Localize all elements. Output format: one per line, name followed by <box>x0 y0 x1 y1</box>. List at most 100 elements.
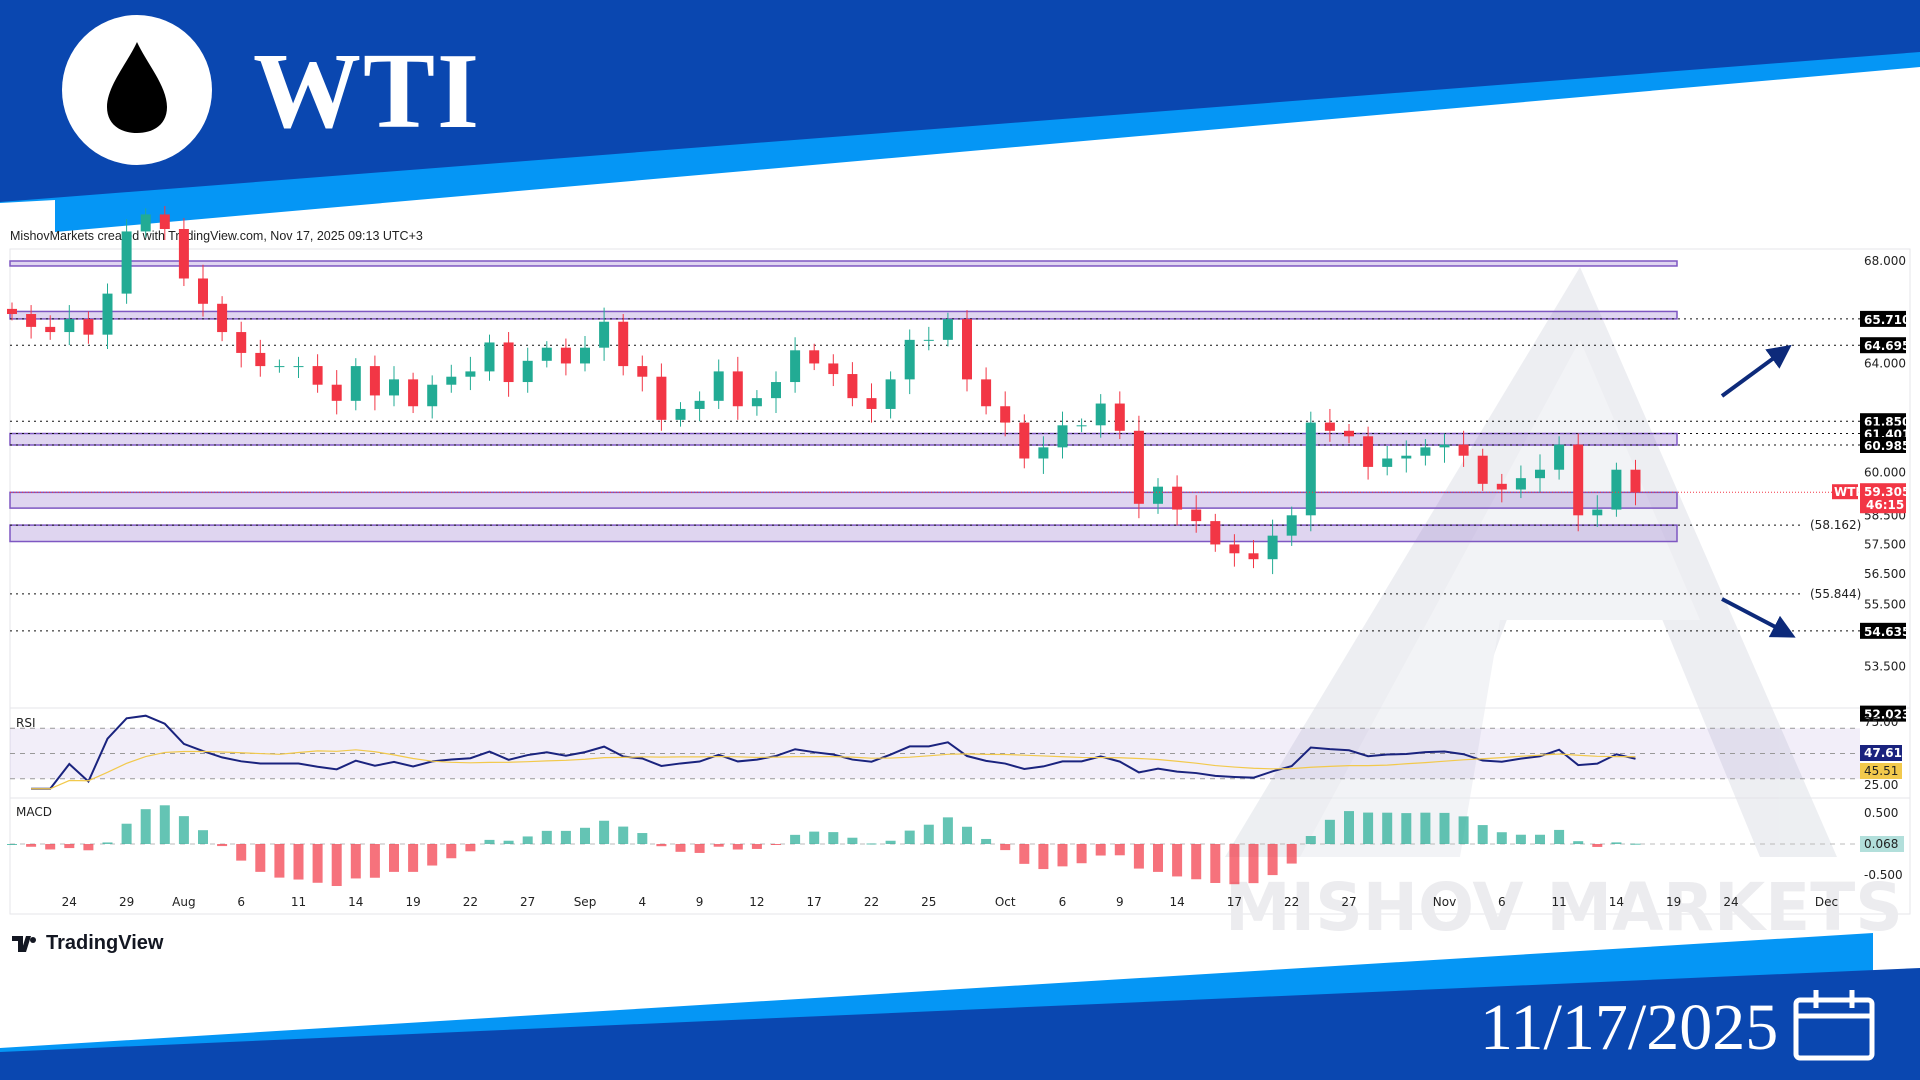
macd-histogram-bar <box>427 844 438 866</box>
candle-body <box>541 347 552 361</box>
macd-histogram-bar <box>350 844 361 879</box>
date-tick: 4 <box>638 895 646 909</box>
oil-drop-icon <box>62 15 212 165</box>
date-tick: 22 <box>864 895 879 909</box>
macd-histogram-bar <box>1172 844 1183 877</box>
candle <box>1496 473 1507 503</box>
price-tick: 64.000 <box>1864 356 1906 370</box>
macd-histogram-bar <box>732 844 743 850</box>
candle-body <box>732 371 743 407</box>
macd-histogram-bar <box>1191 844 1202 880</box>
tradingview-logo[interactable]: TradingView <box>12 932 163 955</box>
date-tick: 6 <box>1059 895 1067 909</box>
candle <box>293 356 304 379</box>
candle <box>427 375 438 419</box>
macd-histogram-bar <box>369 844 380 878</box>
candle <box>599 307 610 361</box>
date-tick: 25 <box>921 895 936 909</box>
macd-histogram-bar <box>408 844 419 872</box>
candle <box>369 355 380 411</box>
symbol-badge-text: WTI <box>1834 485 1860 499</box>
macd-histogram-bar <box>1515 834 1526 844</box>
candle-body <box>656 376 667 420</box>
macd-histogram-bar <box>465 844 476 852</box>
candle-body <box>1515 478 1526 490</box>
macd-histogram-bar <box>1401 813 1412 844</box>
candle <box>580 335 590 372</box>
candle-body <box>503 342 514 383</box>
date-tick: 22 <box>1284 895 1299 909</box>
price-tick: 55.500 <box>1864 597 1906 611</box>
level-price-badge <box>1860 310 1906 327</box>
rsi-tick: 25.00 <box>1864 778 1898 792</box>
candle-body <box>217 303 228 333</box>
macd-histogram-bar <box>962 826 972 844</box>
candle-body <box>1076 425 1087 427</box>
candle <box>847 362 858 407</box>
candle <box>1267 519 1278 575</box>
candle <box>962 310 972 392</box>
candle <box>26 305 37 339</box>
support-resistance-zone <box>9 432 1678 446</box>
candle-body <box>962 319 972 380</box>
macd-histogram-bar <box>1153 844 1163 872</box>
macd-histogram-bar <box>446 844 457 859</box>
candle <box>484 334 495 381</box>
macd-value-text: 0.068 <box>1864 837 1898 851</box>
macd-histogram-bar <box>1229 844 1240 885</box>
candle <box>866 383 877 423</box>
macd-histogram-bar <box>1000 844 1011 851</box>
level-price-badge <box>1860 413 1906 430</box>
date-tick: 11 <box>291 895 306 909</box>
price-tick: 53.500 <box>1864 659 1906 673</box>
macd-histogram-bar <box>1496 832 1507 844</box>
date-tick: Nov <box>1433 895 1456 909</box>
macd-histogram-bar <box>503 840 514 844</box>
candle-body <box>1344 430 1354 437</box>
candle-body <box>694 400 705 409</box>
candle <box>1420 439 1431 466</box>
candle <box>885 371 896 419</box>
candle <box>1114 391 1125 440</box>
level-price-text: 65.710 <box>1864 313 1910 327</box>
macd-histogram-bar <box>26 844 37 847</box>
candle-body <box>1133 430 1144 504</box>
date-tick: 9 <box>1116 895 1124 909</box>
macd-histogram-bar <box>274 844 285 878</box>
candle <box>236 321 247 368</box>
macd-histogram-bar <box>1286 844 1297 864</box>
macd-histogram-bar <box>790 834 801 844</box>
candle-body <box>389 379 399 396</box>
current-price-badge <box>1860 483 1906 514</box>
candle <box>1286 506 1297 546</box>
date-tick: 22 <box>463 895 478 909</box>
candle <box>102 283 113 349</box>
macd-histogram-bar <box>236 844 247 861</box>
rsi-ma-text: 45.51 <box>1864 764 1898 778</box>
date-tick: 19 <box>1666 895 1681 909</box>
date-tick: 27 <box>1341 895 1356 909</box>
rsi-title: RSI <box>16 716 36 730</box>
macd-histogram-bar <box>331 844 342 887</box>
candle-body <box>159 214 170 229</box>
candle <box>1477 448 1488 491</box>
watermark-logo <box>1225 267 1837 857</box>
candle <box>503 332 514 397</box>
arrow-up-icon <box>1720 344 1792 398</box>
candle-body <box>293 366 304 368</box>
candle <box>618 314 629 376</box>
macd-histogram-bar <box>159 805 170 844</box>
candle-body <box>885 379 896 409</box>
candle-body <box>1382 458 1393 467</box>
macd-histogram-bar <box>1363 812 1374 844</box>
countdown-text: 46:15 <box>1866 498 1904 512</box>
watermark-inner <box>1300 340 1700 857</box>
candle <box>1344 423 1354 444</box>
macd-histogram-bar <box>1439 812 1450 844</box>
candle <box>83 311 94 344</box>
candle-body <box>312 366 323 385</box>
candle <box>1133 415 1144 519</box>
level-price-text: 54.635 <box>1864 625 1910 639</box>
candle-body <box>1248 553 1259 560</box>
